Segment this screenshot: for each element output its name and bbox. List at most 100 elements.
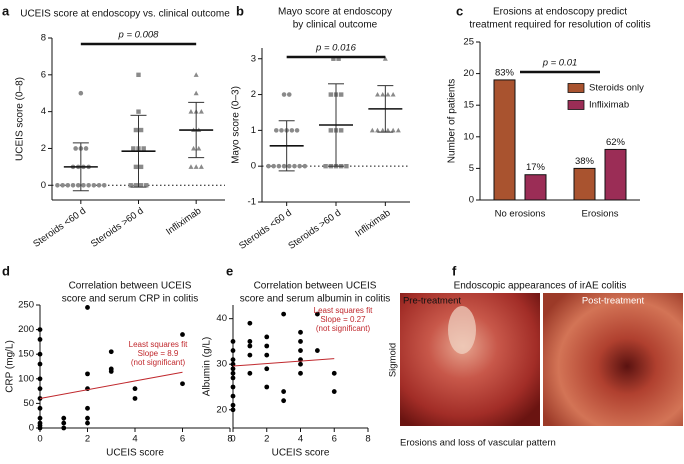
y-tick-label: 6 [41,69,46,80]
y-axis-label: Albumin (g/L) [202,337,213,396]
chart-title: UCEIS score at endoscopy vs. clinical ou… [20,9,230,20]
y-tick-label: 15 [463,100,474,111]
data-point [344,163,349,169]
x-tick-label: 0 [37,434,42,445]
data-point [180,381,185,387]
data-point [144,183,149,188]
data-point [331,370,337,376]
x-tick-label: 4 [298,434,303,445]
image-label: Pre-treatment [403,296,461,307]
x-axis-label: UCEIS score [272,448,330,459]
data-point [385,127,391,133]
data-point [279,128,284,133]
x-tick-label: Steroids >60 d [286,208,343,252]
data-point [298,329,303,335]
data-point [37,425,43,431]
image-label: Post-treatment [582,296,645,307]
y-tick-label: 150 [18,349,34,360]
data-point [37,337,43,342]
data-point [380,91,386,97]
data-point [292,163,297,169]
y-tick-label: 20 [463,68,474,79]
data-point [230,407,236,413]
data-point [297,163,302,169]
data-point [286,163,292,169]
chart-title: Correlation between UCEIS [69,281,192,292]
data-point [390,91,396,97]
data-point [132,396,138,401]
data-point [101,182,107,188]
x-tick-label: 2 [85,434,90,445]
y-tick-label: 3 [251,53,256,64]
data-point [339,92,344,97]
data-point [273,128,279,133]
erosion [448,306,476,354]
data-point [188,164,194,169]
data-point [138,183,144,188]
bar [573,167,596,201]
data-point [65,182,71,188]
x-tick-label: Infliximab [353,208,392,240]
data-point [60,182,65,188]
x-tick-label: 8 [365,434,370,445]
data-point [136,109,141,114]
data-point [294,128,300,133]
y-tick-label: 200 [18,324,34,335]
y-tick-label: -1 [248,197,256,208]
data-point [37,351,43,357]
data-point [37,327,43,332]
data-point [138,164,144,170]
data-point [73,146,78,151]
data-point [128,183,133,188]
significance-label: p = 0.01 [542,58,578,69]
data-point [81,182,86,188]
data-point [193,72,199,77]
y-axis-label: Mayo score (0–3) [231,86,242,164]
y-tick-label: 0 [469,195,474,206]
data-point [286,92,292,97]
data-point [271,163,276,169]
data-point [298,370,303,376]
x-tick-label: Steroids >60 d [89,206,146,250]
data-point [85,420,90,426]
data-point [188,109,194,114]
x-tick-label: Infliximab [164,206,203,238]
data-point [191,145,197,151]
data-point [230,357,236,363]
annotation: Least squares fit [129,340,188,349]
y-tick-label: 30 [216,359,227,370]
data-point [136,72,141,78]
x-tick-label: 6 [332,434,337,445]
data-point [289,128,295,133]
data-point [85,405,90,411]
data-point [395,127,401,133]
legend-label: Infliximab [589,100,629,111]
data-point [133,127,139,133]
data-point [281,311,287,317]
data-point [247,320,253,326]
data-point [281,398,287,404]
y-tick-label: 2 [251,89,256,100]
data-point [298,339,303,344]
x-tick-label: 6 [180,434,185,445]
data-point [247,370,253,376]
chart-title: Erosions at endoscopy predict [493,7,627,18]
data-point [298,348,303,353]
data-point [264,366,270,372]
chart-title: score and serum albumin in colitis [240,294,391,305]
data-point [37,386,43,392]
y-tick-label: 250 [18,300,34,311]
x-tick-label: 0 [230,434,235,445]
chart-title: by clinical outcome [293,20,378,31]
data-point [230,393,236,399]
data-point [264,334,270,340]
data-point [328,92,333,97]
data-point [331,389,337,394]
y-tick-label: 4 [41,106,46,117]
bar-label: 17% [526,162,546,173]
data-point [193,90,199,96]
annotation: Slope = 0.27 [320,315,366,324]
data-point [230,375,236,381]
data-point [55,182,60,188]
data-point [85,305,90,310]
